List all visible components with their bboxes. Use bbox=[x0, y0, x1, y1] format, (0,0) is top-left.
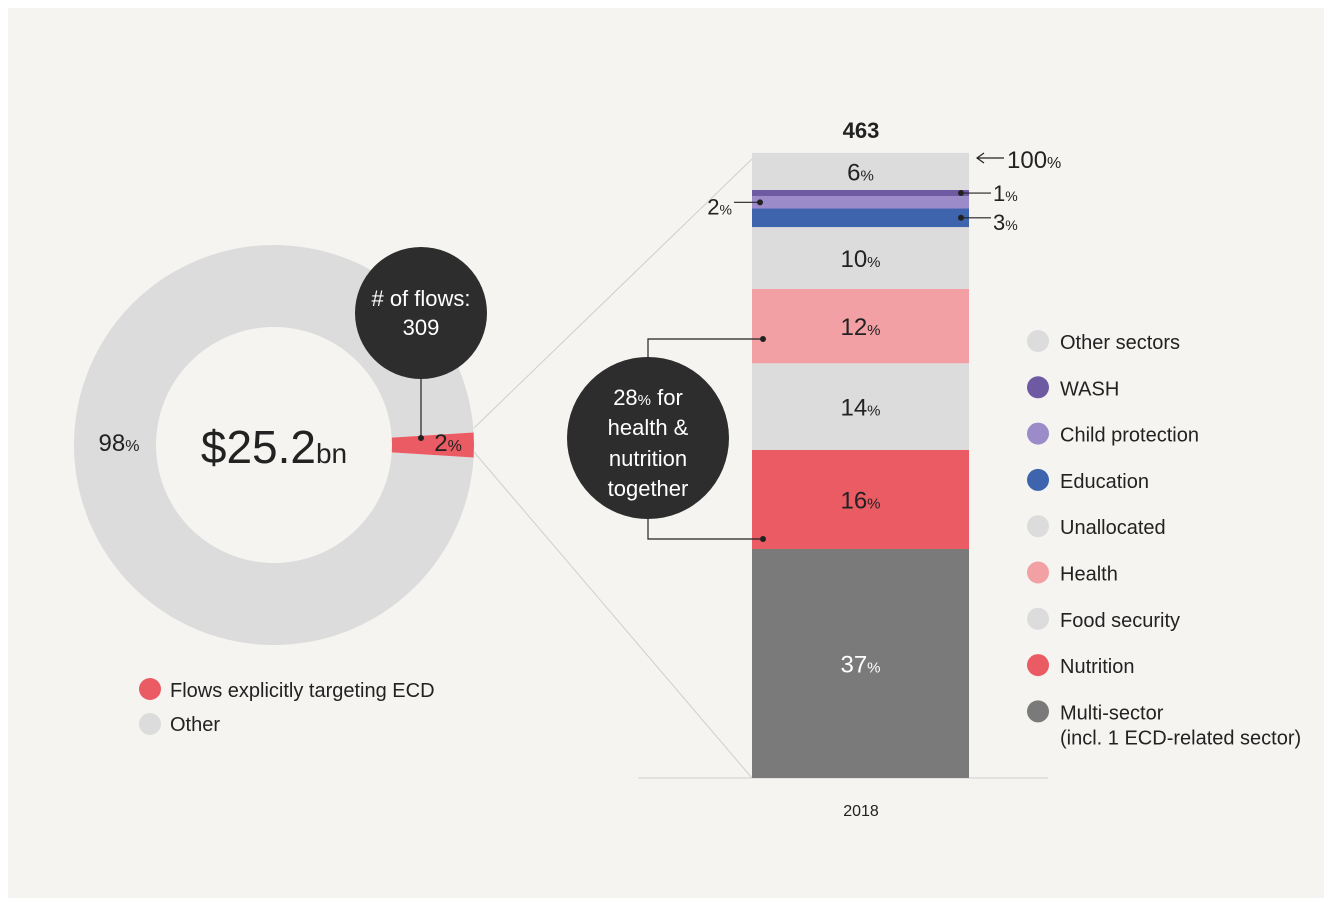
bar-leader-dot-wash bbox=[958, 190, 964, 197]
donut-chart: $25.2bn 98% 2% # of flows: 309 bbox=[74, 244, 487, 645]
legend-swatch-ecd bbox=[139, 678, 161, 700]
bar-label-child-protection: 2% bbox=[707, 194, 732, 219]
annotation-line1: 28% for bbox=[613, 385, 683, 410]
legend-label-wash: WASH bbox=[1060, 378, 1119, 400]
annotation-line4: together bbox=[608, 476, 689, 501]
legend-label-other: Other bbox=[170, 714, 220, 736]
donut-legend: Flows explicitly targeting ECD Other bbox=[139, 678, 435, 736]
annotation-line2: health & bbox=[608, 415, 689, 440]
bar-segment-other-sectors bbox=[752, 152, 969, 190]
legend-swatch-other bbox=[139, 713, 161, 735]
bar-segment-wash bbox=[752, 189, 969, 197]
annotation-dot-nutrition bbox=[760, 536, 766, 542]
flows-callout-line1: # of flows: bbox=[371, 286, 470, 311]
bar-label-nutrition: 16% bbox=[840, 487, 880, 514]
legend-label-ecd: Flows explicitly targeting ECD bbox=[170, 680, 435, 702]
legend-label-multi-sector: Multi-sector bbox=[1060, 702, 1164, 724]
top-marker: 100% bbox=[975, 147, 1061, 174]
bar-label-multi-sector-incl-1-ecd-related-sector: 37% bbox=[840, 651, 880, 678]
legend-swatch-child-protection bbox=[1027, 422, 1049, 445]
zoom-line-bottom bbox=[473, 451, 753, 779]
bar-label-wash: 1% bbox=[993, 181, 1018, 206]
bar-segment-education bbox=[752, 208, 969, 228]
x-tick-2018: 2018 bbox=[843, 803, 879, 820]
bar-label-health: 12% bbox=[840, 314, 880, 341]
arrow-left-icon bbox=[975, 152, 985, 164]
chart-canvas: $25.2bn 98% 2% # of flows: 309 Flows exp… bbox=[8, 8, 1324, 898]
donut-label-ecd: 2% bbox=[434, 430, 462, 457]
annotation-dot-health bbox=[760, 336, 766, 342]
legend-label-unallocated: Unallocated bbox=[1060, 517, 1166, 539]
annotation-line3: nutrition bbox=[609, 446, 687, 471]
bar-label-education: 3% bbox=[993, 210, 1018, 235]
zoom-line-top bbox=[473, 158, 753, 429]
legend-label-child-protection: Child protection bbox=[1060, 425, 1199, 447]
bar-segment-nutrition bbox=[752, 449, 969, 549]
annotation-bubble bbox=[567, 357, 729, 519]
legend-swatch-multi-sector bbox=[1027, 700, 1049, 723]
donut-label-other: 98% bbox=[99, 430, 140, 457]
bar-segment-health bbox=[752, 288, 969, 364]
legend-label-health: Health bbox=[1060, 564, 1118, 586]
bar-legend: Other sectors WASH Child protection Educati… bbox=[1027, 330, 1301, 749]
bar-segment-child-protection bbox=[752, 196, 969, 209]
stacked-bar bbox=[752, 152, 969, 778]
legend-label-food-security: Food security bbox=[1060, 610, 1180, 632]
bar-segment-food-security bbox=[752, 363, 969, 450]
legend-label-multi-sector-detail: (incl. 1 ECD-related sector) bbox=[1060, 727, 1301, 749]
donut-center-label: $25.2bn bbox=[201, 421, 347, 473]
legend-label-education: Education bbox=[1060, 471, 1149, 493]
bar-label-food-security: 14% bbox=[840, 395, 880, 422]
legend-swatch-wash bbox=[1027, 376, 1049, 399]
legend-swatch-education bbox=[1027, 468, 1049, 491]
health-nutrition-annotation: 28% for health & nutrition together bbox=[567, 336, 766, 542]
legend-swatch-unallocated bbox=[1027, 515, 1049, 538]
chart-svg: $25.2bn 98% 2% # of flows: 309 Flows exp… bbox=[74, 118, 1301, 820]
flows-callout-line2: 309 bbox=[403, 315, 440, 340]
top-marker-label: 100% bbox=[1007, 147, 1061, 174]
legend-swatch-food-security bbox=[1027, 607, 1049, 630]
legend-label-other-sectors: Other sectors bbox=[1060, 332, 1180, 354]
legend-swatch-health bbox=[1027, 561, 1049, 584]
legend-swatch-other-sectors bbox=[1027, 330, 1049, 352]
bar-label-unallocated: 10% bbox=[840, 246, 880, 273]
stacked-bar-labels: 37% 16% 14% 12% 10% 3% 2% 1% 6% bbox=[707, 159, 1017, 678]
donut-slice-ecd bbox=[391, 432, 474, 458]
flows-callout-bubble bbox=[355, 247, 487, 379]
bar-leader-dot-education bbox=[958, 214, 964, 221]
bar-leader-dot-child-protection bbox=[757, 199, 763, 206]
legend-label-nutrition: Nutrition bbox=[1060, 656, 1134, 678]
bar-segment-unallocated bbox=[752, 227, 969, 289]
flows-callout-dot bbox=[418, 435, 424, 441]
bar-total-label: 463 bbox=[843, 118, 880, 143]
legend-swatch-nutrition bbox=[1027, 654, 1049, 677]
bar-segment-multi-sector-incl-1-ecd-related-sector bbox=[752, 548, 969, 778]
bar-label-other-sectors: 6% bbox=[847, 159, 874, 186]
